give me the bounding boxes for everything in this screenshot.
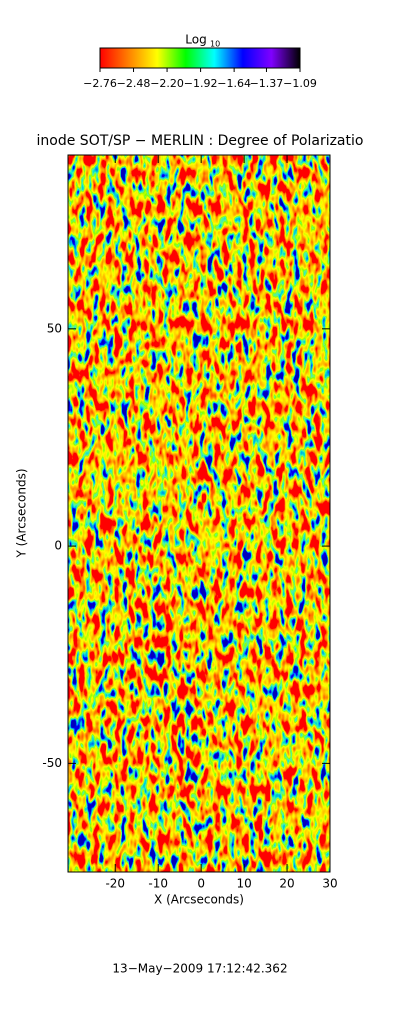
colorbar-title-sub: 10 — [210, 40, 220, 49]
x-tick-label: 10 — [236, 877, 251, 891]
footer: 13−May−2009 17:12:42.362 — [112, 962, 287, 976]
heatmap-image — [68, 155, 330, 872]
colorbar-title: Log — [185, 33, 206, 47]
plot-frame — [67, 154, 331, 873]
x-tick-label: -10 — [148, 877, 168, 891]
colorbar-tick-label: −1.37 — [250, 77, 284, 90]
colorbar-tick-label: −2.48 — [117, 77, 151, 90]
colorbar-tick-label: −2.76 — [83, 77, 117, 90]
x-axis-label: X (Arcseconds) — [154, 893, 244, 907]
colorbar-tick-label: −1.92 — [184, 77, 218, 90]
colorbar-tick-label: −2.20 — [150, 77, 184, 90]
y-axis-label: Y (Arcseconds) — [15, 468, 29, 558]
colorbar-tick-label: −1.64 — [217, 77, 251, 90]
x-tick-label: -20 — [105, 877, 125, 891]
y-tick-label: 50 — [47, 321, 62, 335]
x-tick-label: 30 — [322, 877, 337, 891]
chart-title: inode SOT/SP − MERLIN : Degree of Polari… — [37, 133, 364, 149]
x-tick-label: 20 — [279, 877, 294, 891]
x-tick-label: 0 — [197, 877, 205, 891]
y-tick-label: -50 — [42, 756, 62, 770]
colorbar-tick-label: −1.09 — [283, 77, 317, 90]
colorbar — [99, 47, 301, 69]
y-tick-label: 0 — [54, 539, 62, 553]
